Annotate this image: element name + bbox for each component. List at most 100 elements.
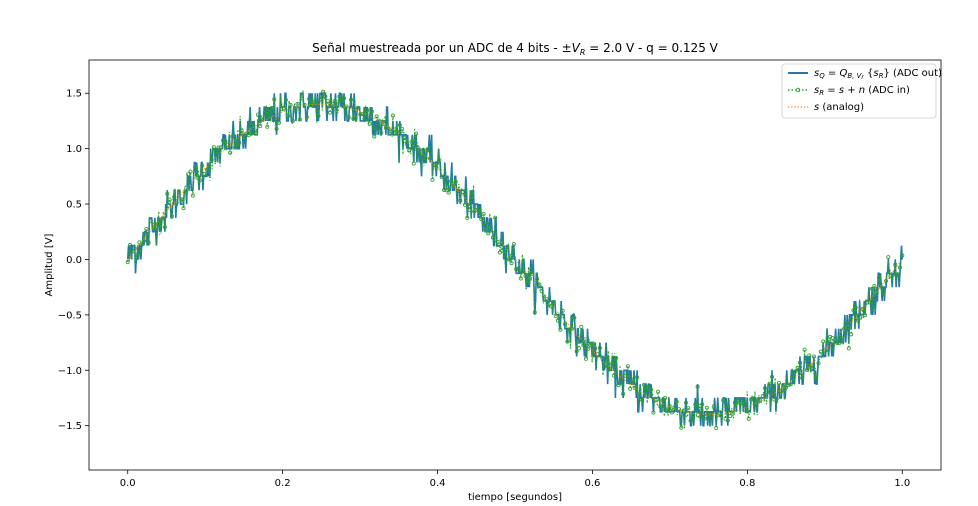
- adc-in-point: [451, 182, 456, 187]
- adc-in-point: [128, 242, 133, 247]
- adc-in-point: [221, 138, 226, 143]
- adc-in-point: [686, 406, 691, 411]
- adc-in-point: [239, 128, 244, 133]
- adc-in-point: [355, 105, 360, 110]
- adc-in-point: [383, 125, 388, 130]
- adc-in-point: [481, 212, 486, 217]
- x-tick-label: 0.0: [120, 478, 136, 489]
- adc-in-point: [593, 346, 598, 351]
- adc-in-point: [530, 271, 535, 276]
- adc-in-point: [311, 100, 316, 105]
- adc-in-point: [188, 169, 193, 174]
- adc-in-point: [230, 134, 235, 139]
- adc-in-point: [576, 346, 581, 351]
- legend-label-analog: s (analog): [814, 102, 864, 113]
- adc-in-point: [867, 300, 872, 305]
- adc-in-point: [172, 194, 177, 199]
- adc-in-point: [404, 142, 409, 147]
- adc-in-point: [290, 118, 295, 123]
- adc-in-point: [746, 416, 751, 421]
- adc-in-point: [877, 275, 882, 280]
- adc-in-point: [760, 393, 765, 398]
- adc-in-point: [330, 102, 335, 107]
- adc-in-point: [376, 118, 381, 123]
- adc-in-point: [525, 279, 530, 284]
- adc-in-point: [818, 349, 823, 354]
- adc-in-point: [158, 219, 163, 224]
- adc-in-point: [162, 225, 167, 230]
- x-tick-label: 0.2: [275, 478, 291, 489]
- adc-in-point: [269, 105, 274, 110]
- adc-in-point: [800, 376, 805, 381]
- adc-in-point: [362, 118, 367, 123]
- adc-in-point: [509, 261, 514, 266]
- y-tick-label: 0.0: [66, 255, 82, 266]
- adc-in-point: [125, 260, 130, 265]
- adc-in-point: [507, 257, 512, 262]
- adc-in-point: [388, 131, 393, 136]
- adc-in-point: [793, 369, 798, 374]
- adc-in-point: [630, 378, 635, 383]
- adc-in-point: [304, 115, 309, 120]
- adc-in-point: [753, 400, 758, 405]
- adc-in-point: [281, 106, 286, 111]
- adc-in-point: [609, 361, 614, 366]
- adc-in-point: [651, 410, 656, 415]
- adc-in-point: [542, 294, 547, 299]
- adc-in-point: [797, 360, 802, 365]
- adc-in-point: [439, 174, 444, 179]
- adc-in-point: [293, 108, 298, 113]
- adc-in-point: [400, 126, 405, 131]
- adc-in-point: [825, 339, 830, 344]
- adc-in-point: [437, 157, 442, 162]
- adc-in-point: [353, 115, 358, 120]
- adc-in-point: [653, 398, 658, 403]
- adc-in-point: [821, 339, 826, 344]
- axes-frame: [88, 59, 942, 471]
- x-tick-label: 0.8: [739, 478, 755, 489]
- adc-in-point: [770, 374, 775, 379]
- adc-in-point: [863, 313, 868, 318]
- adc-in-point: [560, 308, 565, 313]
- adc-in-point: [316, 113, 321, 118]
- adc-in-point: [146, 240, 151, 245]
- adc-in-point: [253, 131, 258, 136]
- adc-in-point: [623, 373, 628, 378]
- adc-in-point: [476, 207, 481, 212]
- adc-in-point: [725, 418, 730, 423]
- adc-in-point: [772, 397, 777, 402]
- adc-in-point: [514, 267, 519, 272]
- adc-in-point: [670, 410, 675, 415]
- adc-in-point: [667, 404, 672, 409]
- adc-in-point: [444, 188, 449, 193]
- adc-in-point: [307, 96, 312, 101]
- adc-in-point: [181, 206, 186, 211]
- adc-in-point: [374, 114, 379, 119]
- adc-in-point: [516, 267, 521, 272]
- adc-in-point: [323, 94, 328, 99]
- adc-in-point: [202, 171, 207, 176]
- adc-in-point: [802, 347, 807, 352]
- adc-in-point: [381, 121, 386, 126]
- y-tick-label: −1.5: [58, 421, 82, 432]
- adc-in-point: [186, 172, 191, 177]
- adc-in-point: [779, 389, 784, 394]
- adc-in-point: [649, 387, 654, 392]
- adc-in-point: [262, 111, 267, 116]
- adc-in-point: [737, 400, 742, 405]
- adc-in-point: [730, 410, 735, 415]
- y-tick-label: 0.5: [66, 200, 82, 211]
- adc-in-point: [837, 340, 842, 345]
- x-tick-label: 0.4: [430, 478, 446, 489]
- adc-in-point: [660, 398, 665, 403]
- adc-in-point: [721, 398, 726, 403]
- adc-in-point: [865, 300, 870, 305]
- adc-in-point: [679, 425, 684, 430]
- adc-in-point: [860, 306, 865, 311]
- adc-in-point: [751, 396, 756, 401]
- adc-in-point: [342, 96, 347, 101]
- adc-in-point: [816, 361, 821, 366]
- adc-in-point: [151, 223, 156, 228]
- adc-in-point: [176, 189, 181, 194]
- adc-in-point: [567, 327, 572, 332]
